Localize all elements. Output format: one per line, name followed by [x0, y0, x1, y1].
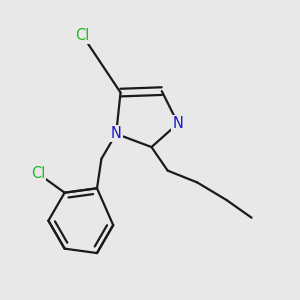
- Text: N: N: [111, 126, 122, 141]
- Text: Cl: Cl: [31, 166, 45, 181]
- Text: N: N: [172, 116, 183, 131]
- Text: Cl: Cl: [75, 28, 89, 43]
